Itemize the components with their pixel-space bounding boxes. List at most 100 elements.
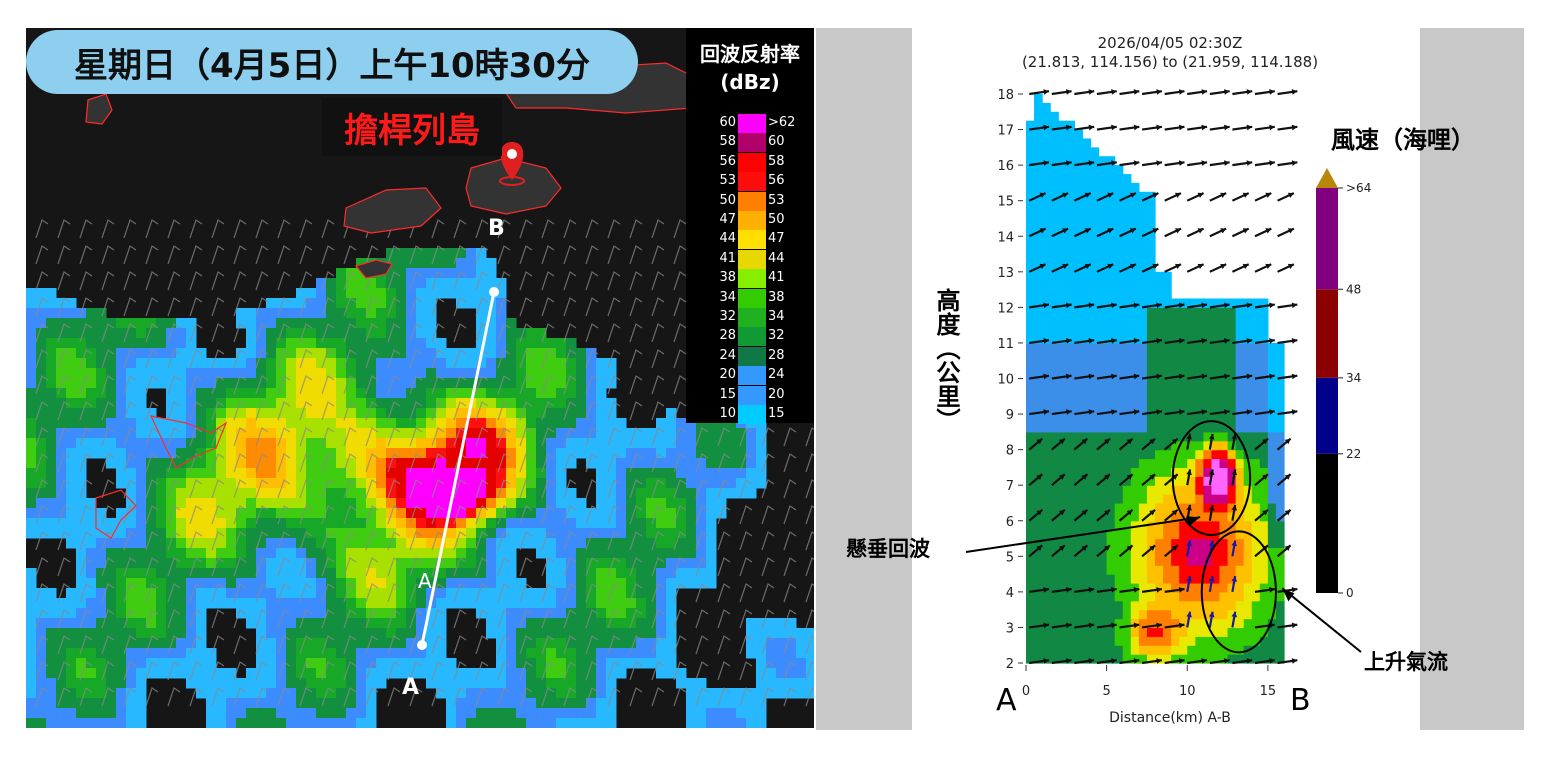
- x-tick-label: 0: [1022, 684, 1030, 699]
- wind-vector: [1051, 622, 1072, 629]
- wind-vector: [1232, 373, 1253, 380]
- wind-vector: [1164, 586, 1185, 593]
- wind-vector: [1231, 611, 1238, 628]
- y-tick-label: 3: [1006, 621, 1014, 636]
- wind-vector: [1141, 658, 1163, 665]
- wind-vector: [1277, 89, 1298, 96]
- wind-vector: [1141, 227, 1159, 238]
- wind-vector: [1254, 124, 1275, 131]
- y-tick-label: 6: [1006, 515, 1014, 530]
- wind-vector: [1074, 658, 1095, 665]
- colorbar-title: 風速（海哩）: [1331, 126, 1475, 154]
- colorbar-tick-label: 0: [1346, 586, 1354, 600]
- wind-vector: [1141, 508, 1156, 522]
- legend-row: 10 15: [686, 405, 814, 424]
- legend-row: 20 24: [686, 366, 814, 386]
- colorbar-extend-triangle: [1316, 168, 1338, 188]
- wind-vector: [1209, 227, 1227, 238]
- wind-vector: [1051, 263, 1069, 273]
- wind-vector: [1073, 437, 1089, 451]
- wind-vector: [1254, 263, 1272, 273]
- wind-vector: [1186, 227, 1205, 238]
- y-axis-label: 高度（公里）: [932, 287, 960, 432]
- wind-vector: [1231, 504, 1238, 521]
- timestamp-badge: 星期日（4月5日）上午10時30分: [26, 30, 638, 94]
- legend-low-value: 20: [719, 367, 736, 383]
- wind-vector: [1186, 575, 1192, 593]
- wind-vector: [1209, 338, 1230, 345]
- wind-vector: [1028, 227, 1047, 238]
- wind-vector: [1164, 373, 1185, 380]
- wind-vector: [1208, 611, 1215, 628]
- annotation-updraft: 上升氣流: [1364, 650, 1448, 674]
- wind-vector: [1141, 302, 1163, 309]
- wind-vector: [1186, 433, 1192, 450]
- legend-high-value: 60: [768, 134, 785, 150]
- x-axis-label: Distance(km) A-B: [1109, 710, 1231, 726]
- wind-vector: [1231, 227, 1250, 238]
- point-a-label-mid: A: [418, 569, 432, 593]
- wind-vector: [1118, 437, 1134, 451]
- wind-vector: [1186, 192, 1205, 202]
- wind-vector: [1187, 160, 1208, 167]
- wind-vector: [1254, 437, 1269, 451]
- wind-vector: [1096, 124, 1117, 131]
- wind-vector: [1029, 409, 1050, 416]
- wind-vector: [1029, 124, 1050, 131]
- wind-vector: [1231, 469, 1238, 486]
- y-tick-label: 10: [997, 373, 1014, 388]
- wind-vector: [1096, 473, 1111, 487]
- legend-swatch: [738, 191, 766, 211]
- radar-map-panel: A A B 星期日（4月5日）上午10時30分 擔桿列島 回波反射率 (dBz)…: [26, 28, 814, 728]
- legend-swatch: [738, 327, 766, 347]
- legend-swatch: [738, 346, 766, 366]
- wind-vector: [1187, 373, 1208, 380]
- legend-low-value: 34: [719, 289, 736, 305]
- point-a-marker: [417, 640, 427, 650]
- end-label-a: A: [996, 683, 1017, 718]
- legend-low-value: 58: [719, 134, 736, 150]
- legend-high-value: 58: [768, 153, 785, 169]
- wind-vector: [1209, 302, 1230, 309]
- wind-vector: [1096, 338, 1117, 345]
- wind-vector: [1096, 586, 1117, 593]
- wind-vector: [1028, 192, 1047, 202]
- wind-vector: [1141, 437, 1156, 451]
- wind-vector: [1051, 302, 1072, 309]
- wind-vector: [1051, 192, 1069, 202]
- legend-high-value: 44: [768, 250, 785, 266]
- legend-low-value: 41: [719, 250, 736, 266]
- wind-vector: [1141, 373, 1163, 380]
- wind-vector: [1209, 160, 1230, 167]
- wind-vector: [1141, 622, 1163, 629]
- wind-vector: [1164, 263, 1182, 273]
- chart-title: 2026/04/05 02:30Z: [1098, 34, 1243, 52]
- legend-row: 53 56: [686, 172, 814, 192]
- wind-vector: [1209, 192, 1227, 202]
- wind-vector: [1231, 575, 1238, 593]
- chart-subtitle: (21.813, 114.156) to (21.959, 114.188): [1022, 53, 1318, 71]
- x-tick-label: 10: [1179, 684, 1196, 699]
- legend-swatch: [738, 172, 766, 192]
- wind-vector: [1074, 338, 1095, 345]
- wind-vector: [1186, 469, 1192, 486]
- wind-vector: [1119, 263, 1137, 273]
- legend-high-value: 15: [768, 406, 785, 421]
- legend-swatch: [738, 230, 766, 250]
- wind-vector: [1186, 611, 1192, 628]
- wind-vector: [1232, 409, 1253, 416]
- wind-vector: [1276, 508, 1292, 522]
- wind-vector: [1164, 338, 1185, 345]
- wind-vector: [1073, 263, 1092, 273]
- wind-vector: [1119, 586, 1140, 593]
- wind-vector: [1254, 373, 1275, 380]
- wind-vector: [1164, 409, 1185, 416]
- wind-vector: [1029, 586, 1050, 593]
- wind-vector: [1276, 437, 1292, 451]
- wind-vector: [1208, 504, 1215, 521]
- legend-row: 28 32: [686, 327, 814, 347]
- reflectivity-field: [26, 248, 814, 728]
- wind-vector: [1073, 473, 1089, 487]
- legend-high-value: 50: [768, 212, 785, 227]
- y-tick-label: 13: [997, 266, 1014, 281]
